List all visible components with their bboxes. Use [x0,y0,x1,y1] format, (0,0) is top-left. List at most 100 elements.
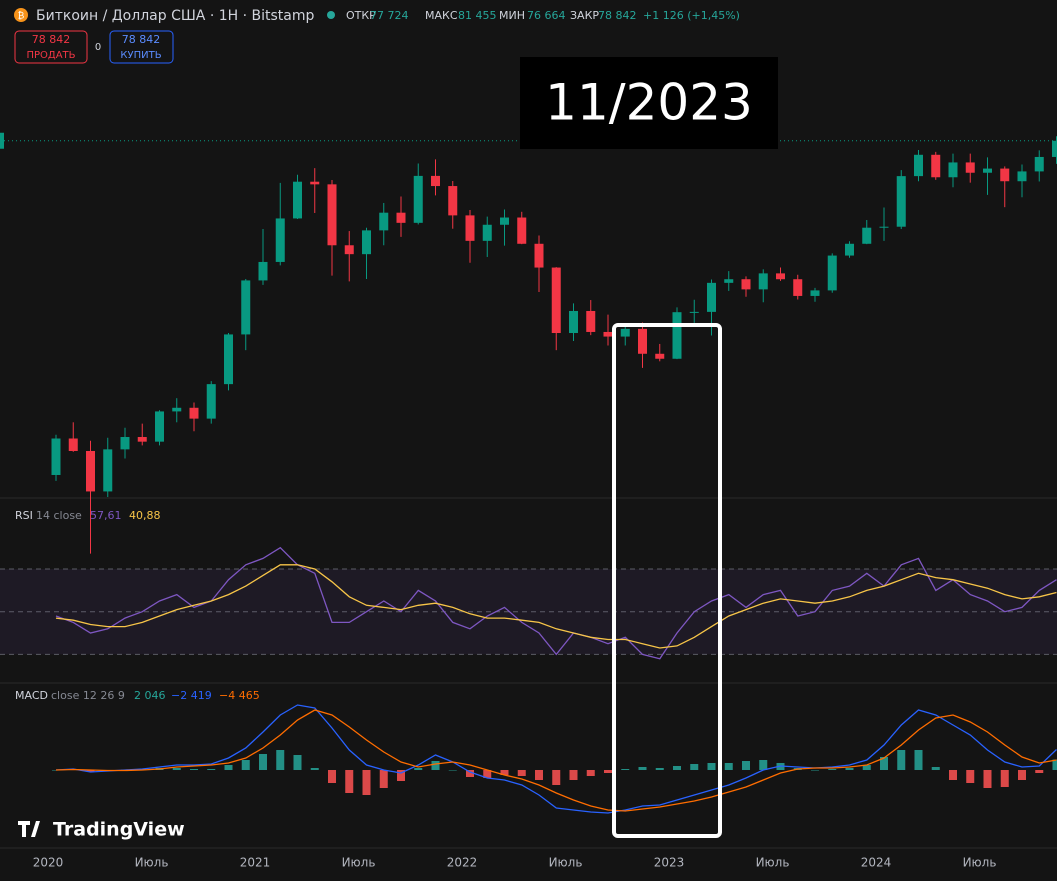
candle-body [431,175,440,187]
x-tick-label: Июль [963,856,997,870]
candle-body [1034,156,1044,172]
pane-readout: −4 465 [219,689,260,702]
x-tick-label: Июль [549,856,583,870]
macd-histogram-bar [483,770,492,778]
macd-histogram-bar [535,770,543,780]
macd-histogram-bar [621,769,630,770]
x-tick-label: 2021 [240,856,271,870]
candle-body [724,279,734,283]
candle-body [620,328,630,337]
macd-histogram-bar [86,770,95,772]
macd-histogram-bar [293,755,302,770]
candle-body [603,331,613,337]
high-label: МАКС [425,9,458,22]
macd-histogram-bar [448,770,457,771]
macd-histogram-bar [673,766,681,770]
sell-label: ПРОДАТЬ [26,50,75,61]
x-tick-label: Июль [756,856,790,870]
macd-histogram-bar [1000,770,1009,787]
candle-body [51,438,61,475]
macd-histogram-bar [949,770,957,780]
candle-body [638,328,647,354]
candle-body [1017,171,1027,182]
sell-price: 78 842 [32,33,71,46]
candle-body [586,310,596,332]
candle-body [896,176,906,227]
pane-readout: 57,61 [90,509,122,522]
candle-body [569,310,578,334]
candle-body [224,334,233,385]
sell-button[interactable] [14,30,88,64]
buy-button[interactable] [109,30,174,64]
macd-histogram-bar [310,768,319,770]
candle-body [103,449,113,492]
macd-histogram-bar [552,770,561,785]
macd-histogram-bar [862,765,871,770]
candle-body [189,407,199,419]
macd-histogram-bar [328,770,336,783]
candle-body [845,243,854,256]
macd-histogram-bar [379,770,388,788]
candle-body [293,181,302,219]
candle-body [482,224,492,241]
pane-title: MACD [15,689,48,702]
candle-body [793,279,803,296]
candle-body [1000,168,1010,182]
candle-body [517,217,527,244]
low-value: 76 664 [527,9,566,22]
x-tick-label: 2024 [861,856,892,870]
candle-body [500,217,509,225]
macd-histogram-bar [414,768,423,770]
pane-title: RSI [15,509,33,522]
candle-body [344,245,354,255]
candle-body [310,181,320,185]
pane-readout: −2 419 [171,689,212,702]
candle-body [327,184,337,246]
x-tick-label: 2023 [654,856,685,870]
candle-body [551,267,561,334]
macd-histogram-bar [931,767,940,770]
candle-body [86,450,95,492]
spread: 0 [95,42,101,53]
macd-line [55,704,1057,814]
low-label: МИН [499,9,525,22]
logo-icon [18,821,40,837]
candle-body [534,243,544,268]
macd-histogram-bar [811,770,819,771]
candle-body [931,154,941,178]
macd-histogram-bar [241,760,250,770]
macd-histogram-bar [586,770,595,776]
macd-histogram-bar [1052,759,1057,770]
macd-histogram-bar [638,767,647,770]
rsi-line [55,546,1057,660]
candle-body [241,280,251,335]
macd-histogram-bar [966,770,975,783]
pane-readout: 2 046 [134,689,166,702]
macd-histogram-bar [224,765,233,770]
pane-readout: 40,88 [129,509,161,522]
candle-body [120,437,130,450]
macd-histogram-bar [276,750,285,770]
candle-body [1052,140,1057,157]
candle-body [258,261,268,281]
macd-histogram-bar [397,770,405,781]
macd-histogram-bar [207,769,216,770]
candle-body [155,411,164,442]
close-label: ЗАКР [570,9,599,22]
open-label: ОТКР [346,9,376,22]
macd-histogram-bar [517,770,526,776]
buy-price: 78 842 [122,33,161,46]
highlight-box [612,323,722,838]
symbol-icon-glyph: ₿ [18,11,25,22]
candle-body [396,212,406,223]
x-tick-label: 2022 [447,856,478,870]
candle-body [689,311,699,313]
high-value: 81 455 [458,9,497,22]
open-value: 77 724 [370,9,409,22]
macd-histogram-bar [1035,770,1044,773]
annotation-box [520,57,778,149]
candle-body [707,282,716,312]
candle-body [862,227,872,244]
macd-histogram-bar [983,770,992,788]
